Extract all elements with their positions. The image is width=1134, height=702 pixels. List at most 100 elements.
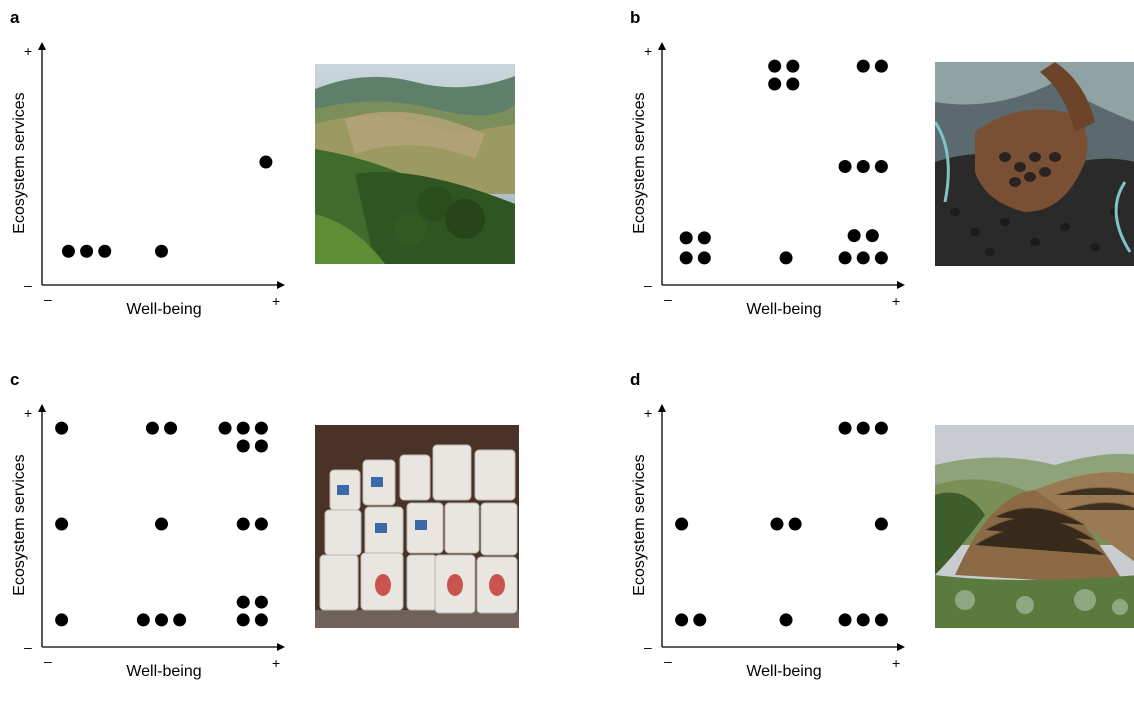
data-point xyxy=(697,231,711,245)
data-point xyxy=(874,59,888,73)
data-point xyxy=(856,251,870,265)
photo-terraced-hills xyxy=(935,425,1134,628)
data-point xyxy=(236,613,250,627)
y-tick-plus: + xyxy=(24,405,32,421)
x-axis-label: Well-being xyxy=(746,663,821,680)
scatter-plot-b: + –– + Well-being Ecosystem services xyxy=(631,42,905,318)
y-axis-arrowhead xyxy=(38,42,46,50)
panel-a: a + – – + Well-being Ecosystem services xyxy=(0,0,560,340)
data-point xyxy=(173,613,187,627)
data-point xyxy=(254,613,268,627)
x-tick-minus: – xyxy=(664,653,672,669)
y-tick-plus: + xyxy=(24,43,32,59)
y-axis-label: Ecosystem services xyxy=(11,454,28,595)
scatter-plot-c: + –– + Well-being Ecosystem services xyxy=(11,404,285,680)
data-point xyxy=(155,517,168,531)
data-point xyxy=(254,595,268,609)
panel-letter: d xyxy=(630,370,641,389)
data-point xyxy=(98,244,112,258)
data-point xyxy=(55,421,69,435)
x-axis-label: Well-being xyxy=(126,301,201,318)
x-tick-plus: + xyxy=(892,655,900,671)
data-point xyxy=(768,77,782,91)
y-axis-arrowhead xyxy=(658,404,666,412)
data-point xyxy=(254,517,268,531)
y-axis-label: Ecosystem services xyxy=(11,92,28,233)
photo-hillside-landscape xyxy=(315,64,515,264)
data-point xyxy=(856,59,870,73)
y-tick-plus: + xyxy=(644,43,652,59)
data-point xyxy=(838,160,852,173)
data-point xyxy=(847,229,861,243)
y-axis-arrowhead xyxy=(38,404,46,412)
data-point xyxy=(779,251,793,265)
y-tick-minus: – xyxy=(24,277,32,293)
photo-hand-with-seeds xyxy=(935,62,1134,266)
x-tick-plus: + xyxy=(272,293,280,309)
scatter-plot-a: + –– + Well-being Ecosystem services xyxy=(11,42,285,318)
data-point xyxy=(236,421,250,435)
x-tick-plus: + xyxy=(272,655,280,671)
data-point xyxy=(788,517,802,531)
data-point xyxy=(838,251,852,265)
data-point xyxy=(155,613,168,627)
data-point xyxy=(838,613,852,627)
data-point xyxy=(254,439,268,453)
data-point xyxy=(218,421,232,435)
data-point xyxy=(61,244,75,258)
y-tick-minus: – xyxy=(644,639,652,655)
data-point xyxy=(874,517,888,531)
data-point xyxy=(679,231,693,245)
data-point xyxy=(136,613,150,627)
panel-d: d + – – + Well-being Ecosystem services xyxy=(620,362,1134,702)
data-point xyxy=(236,439,250,453)
data-point xyxy=(768,59,782,73)
data-point xyxy=(770,517,784,531)
data-point xyxy=(145,421,159,435)
x-axis-arrowhead xyxy=(277,643,285,651)
data-point xyxy=(865,229,879,243)
panel-letter: a xyxy=(10,8,20,27)
data-point xyxy=(236,517,250,531)
y-tick-plus: + xyxy=(644,405,652,421)
data-point xyxy=(856,613,870,627)
data-point xyxy=(874,421,888,435)
data-point xyxy=(254,421,268,435)
y-tick-minus: – xyxy=(644,277,652,293)
data-point xyxy=(786,77,800,91)
data-point xyxy=(80,244,94,258)
data-point xyxy=(874,160,888,173)
x-axis-label: Well-being xyxy=(126,663,201,680)
x-axis-arrowhead xyxy=(897,281,905,289)
x-tick-plus: + xyxy=(892,293,900,309)
y-axis-label: Ecosystem services xyxy=(631,454,648,595)
data-point xyxy=(874,251,888,265)
data-point xyxy=(675,517,689,531)
data-point xyxy=(675,613,689,627)
data-point xyxy=(155,244,168,258)
data-point xyxy=(164,421,178,435)
x-axis-label: Well-being xyxy=(746,301,821,318)
y-axis-label: Ecosystem services xyxy=(631,92,648,233)
x-tick-minus: – xyxy=(44,291,52,307)
data-point xyxy=(697,251,711,265)
data-point xyxy=(856,421,870,435)
x-axis-arrowhead xyxy=(897,643,905,651)
data-point xyxy=(55,613,69,627)
x-tick-minus: – xyxy=(44,653,52,669)
data-point xyxy=(259,155,273,169)
data-point xyxy=(693,613,707,627)
data-point xyxy=(874,613,888,627)
data-point xyxy=(679,251,693,265)
y-tick-minus: – xyxy=(24,639,32,655)
data-point xyxy=(838,421,852,435)
panel-letter: c xyxy=(10,370,20,389)
x-axis-arrowhead xyxy=(277,281,285,289)
panel-c: c + – – + Well-being Ecosystem services xyxy=(0,362,560,702)
y-axis-arrowhead xyxy=(658,42,666,50)
data-point xyxy=(236,595,250,609)
data-point xyxy=(856,160,870,173)
data-point xyxy=(779,613,793,627)
photo-fertilizer-sacks xyxy=(315,425,519,628)
panel-letter: b xyxy=(630,8,641,27)
